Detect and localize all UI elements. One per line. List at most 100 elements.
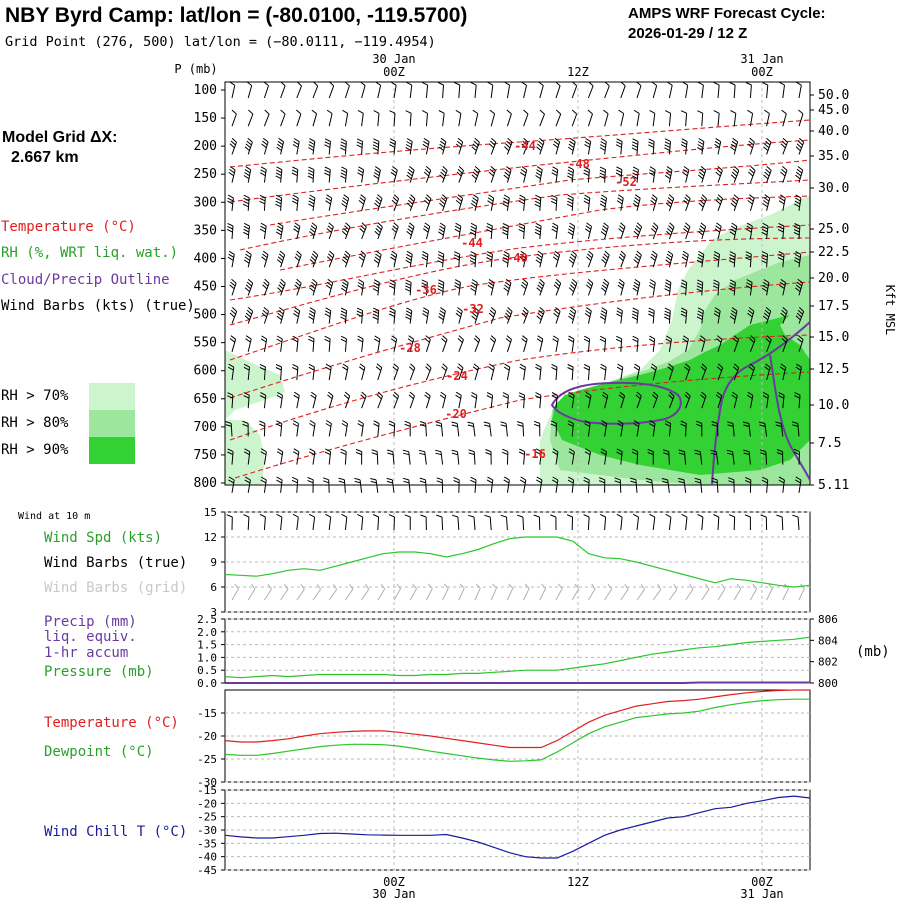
wind-barb bbox=[294, 278, 302, 296]
wind-barb bbox=[731, 391, 738, 409]
wind-barb bbox=[322, 477, 330, 493]
wind-barb bbox=[456, 166, 464, 183]
wind-barb bbox=[295, 109, 302, 127]
wind-barb bbox=[551, 363, 558, 381]
temp-contour-line bbox=[229, 281, 811, 399]
wind-barb bbox=[325, 363, 332, 381]
wind-barb bbox=[243, 166, 252, 183]
wind-barb bbox=[227, 448, 234, 465]
wind-barb bbox=[697, 110, 704, 127]
temp-contour-line bbox=[229, 139, 811, 203]
wind-barb bbox=[360, 81, 366, 99]
wind-barb bbox=[552, 448, 559, 465]
wind-barb bbox=[357, 109, 364, 127]
wind-barb bbox=[263, 109, 270, 127]
wind-barb bbox=[710, 449, 719, 465]
wind-barb bbox=[469, 222, 477, 240]
wind-barb bbox=[519, 363, 526, 381]
wind-barb bbox=[275, 222, 284, 240]
wind-barb bbox=[552, 250, 561, 268]
wind-barb bbox=[421, 110, 428, 127]
wind-barb bbox=[291, 166, 299, 183]
wind-barb bbox=[694, 477, 703, 493]
wind-barb bbox=[325, 513, 332, 531]
wind-barb bbox=[652, 584, 662, 601]
wind-barb bbox=[620, 81, 626, 99]
wind-barb bbox=[373, 250, 382, 268]
wind-barb bbox=[636, 81, 642, 99]
wind-barb bbox=[682, 166, 690, 183]
temp-label: -36 bbox=[415, 283, 437, 297]
wind-barb bbox=[228, 166, 236, 183]
wind-barb bbox=[567, 420, 574, 437]
temperature-contours bbox=[229, 119, 811, 479]
bottom-date-label: 30 Jan bbox=[372, 887, 415, 900]
temp-contour-line bbox=[234, 371, 811, 479]
wind-barb bbox=[745, 477, 752, 493]
wind-barb bbox=[259, 222, 267, 240]
wind-barb bbox=[340, 448, 347, 465]
wind-barb bbox=[307, 166, 315, 183]
wind-barb bbox=[451, 449, 460, 465]
wind-barb bbox=[292, 420, 299, 437]
wind-barb bbox=[488, 166, 496, 183]
wind-barb bbox=[523, 109, 529, 127]
wind-barb bbox=[503, 476, 510, 493]
height-tick-label: 25.0 bbox=[818, 222, 849, 237]
wind-barb bbox=[521, 81, 527, 99]
wind-barb bbox=[408, 363, 416, 381]
wind-barb bbox=[617, 278, 625, 296]
pressure-tick-label: 700 bbox=[194, 420, 217, 435]
wind-barb bbox=[534, 392, 542, 409]
wind-barb bbox=[732, 363, 740, 381]
grid-point-subtitle: Grid Point (276, 500) lat/lon = (−80.011… bbox=[5, 34, 436, 50]
wind-barb bbox=[745, 251, 752, 268]
wind-barb bbox=[726, 449, 735, 465]
wind-barb bbox=[698, 194, 707, 211]
height-tick-label: 20.0 bbox=[818, 271, 849, 286]
wind-barb bbox=[341, 278, 349, 296]
wind-barb bbox=[344, 584, 354, 601]
wind-barb bbox=[327, 391, 334, 409]
wind-barb bbox=[521, 137, 529, 155]
wind-barb bbox=[650, 363, 657, 381]
wind-barb bbox=[454, 279, 461, 296]
wind-barb bbox=[536, 137, 545, 155]
wind-barb bbox=[436, 477, 444, 493]
wind-barb bbox=[587, 583, 596, 601]
legend-swatch-rh80 bbox=[89, 410, 135, 437]
wind-barb bbox=[519, 250, 527, 268]
temp-label: -32 bbox=[462, 302, 484, 316]
cloud-outline-path bbox=[550, 381, 682, 425]
wind-barb bbox=[697, 513, 704, 531]
wind-barb bbox=[421, 279, 428, 296]
wind-barb bbox=[633, 420, 640, 437]
wind-barb bbox=[728, 279, 736, 296]
wind-barb bbox=[760, 514, 768, 531]
pressure-tick-label: 250 bbox=[194, 167, 217, 182]
wind-barb bbox=[441, 335, 448, 352]
wind-barb bbox=[600, 278, 610, 296]
wind-barb bbox=[406, 194, 416, 211]
wind-barb bbox=[778, 194, 786, 211]
wind-barb bbox=[729, 222, 738, 240]
wind-barb bbox=[761, 476, 769, 493]
wind-barb bbox=[308, 194, 316, 211]
wind-barb bbox=[308, 363, 315, 381]
legend-rh70: RH > 70% bbox=[1, 388, 69, 404]
wind-barb bbox=[748, 363, 756, 381]
wind-barb bbox=[713, 110, 720, 127]
wind-barb bbox=[550, 420, 558, 437]
wind-barb bbox=[664, 420, 672, 437]
wind-barb bbox=[372, 307, 380, 324]
wind-barb bbox=[631, 448, 639, 465]
wind-barb bbox=[402, 477, 411, 493]
pressure-tick-label: 200 bbox=[194, 139, 217, 154]
height-tick-label: 35.0 bbox=[818, 149, 849, 164]
wind-barb bbox=[713, 307, 721, 324]
wind-barb bbox=[457, 363, 464, 381]
value-tick-label: -25 bbox=[197, 811, 217, 824]
wind-barb bbox=[604, 583, 613, 601]
wind-barb bbox=[405, 138, 413, 155]
wind-barb bbox=[486, 392, 494, 409]
